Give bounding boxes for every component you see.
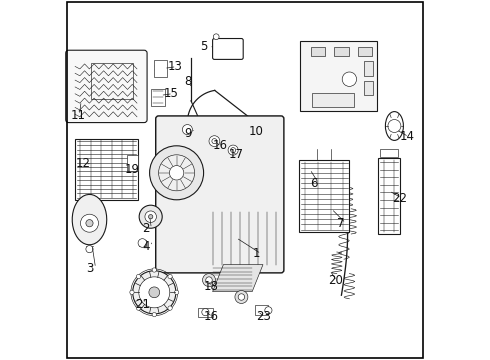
Text: 3: 3 (87, 262, 94, 275)
Bar (300, 41, 377, 111)
Text: 14: 14 (400, 130, 415, 143)
FancyBboxPatch shape (66, 50, 147, 123)
Bar (312, 93, 354, 107)
Text: 5: 5 (200, 40, 207, 53)
Text: 19: 19 (124, 163, 139, 176)
Bar (380, 149, 398, 157)
Circle shape (136, 274, 141, 279)
Text: 16: 16 (213, 139, 227, 152)
Bar (299, 160, 349, 232)
Circle shape (342, 72, 357, 86)
Bar (311, 47, 325, 56)
Circle shape (228, 145, 238, 155)
Circle shape (206, 277, 212, 283)
Circle shape (174, 290, 179, 294)
Circle shape (80, 214, 98, 232)
Circle shape (149, 146, 204, 200)
Bar (75, 139, 138, 200)
Text: 7: 7 (337, 217, 344, 230)
Bar (153, 60, 167, 77)
Ellipse shape (386, 112, 403, 140)
Text: 12: 12 (76, 157, 91, 170)
Polygon shape (213, 265, 263, 292)
Circle shape (238, 294, 245, 300)
Bar (127, 154, 138, 171)
Text: 10: 10 (248, 125, 264, 138)
Bar (378, 158, 400, 234)
Bar (364, 61, 373, 76)
Bar (198, 307, 213, 317)
Circle shape (212, 139, 217, 144)
Circle shape (148, 215, 153, 219)
Text: 1: 1 (252, 247, 260, 260)
Text: 13: 13 (168, 60, 182, 73)
Text: 16: 16 (204, 310, 219, 323)
FancyBboxPatch shape (156, 116, 284, 273)
Text: 22: 22 (392, 192, 408, 204)
Circle shape (133, 271, 176, 314)
Circle shape (235, 291, 248, 303)
Circle shape (231, 148, 236, 153)
FancyBboxPatch shape (213, 39, 243, 59)
Circle shape (130, 290, 134, 294)
Circle shape (202, 309, 209, 316)
Circle shape (149, 287, 160, 298)
Circle shape (168, 306, 172, 310)
Text: 15: 15 (164, 87, 179, 100)
Bar (364, 81, 373, 95)
Text: 23: 23 (256, 310, 270, 323)
Circle shape (170, 166, 184, 180)
Circle shape (209, 136, 220, 147)
Circle shape (202, 274, 216, 287)
Bar (358, 47, 372, 56)
Circle shape (152, 268, 156, 272)
Text: 18: 18 (204, 280, 219, 293)
Circle shape (86, 220, 93, 227)
Text: 2: 2 (143, 222, 150, 235)
Circle shape (145, 211, 156, 222)
Text: 4: 4 (143, 240, 150, 253)
Text: 21: 21 (135, 298, 150, 311)
Circle shape (138, 239, 147, 247)
Text: 20: 20 (328, 274, 343, 287)
Circle shape (388, 120, 401, 132)
Text: 6: 6 (310, 177, 318, 190)
Circle shape (139, 205, 162, 228)
Circle shape (159, 155, 195, 191)
Circle shape (168, 274, 172, 279)
Circle shape (139, 277, 170, 308)
Text: 8: 8 (184, 75, 191, 87)
Bar (255, 305, 268, 315)
Bar (91, 63, 133, 99)
Circle shape (265, 307, 272, 314)
Bar (151, 89, 165, 106)
Circle shape (213, 34, 219, 40)
Circle shape (152, 312, 156, 317)
Bar (139, 240, 146, 246)
Text: 17: 17 (229, 148, 244, 161)
Circle shape (136, 306, 141, 310)
Circle shape (182, 125, 193, 135)
Polygon shape (72, 194, 107, 245)
Circle shape (86, 246, 93, 253)
Text: 11: 11 (71, 109, 85, 122)
Bar (310, 162, 324, 173)
Text: 9: 9 (184, 127, 191, 140)
Bar (334, 47, 348, 56)
